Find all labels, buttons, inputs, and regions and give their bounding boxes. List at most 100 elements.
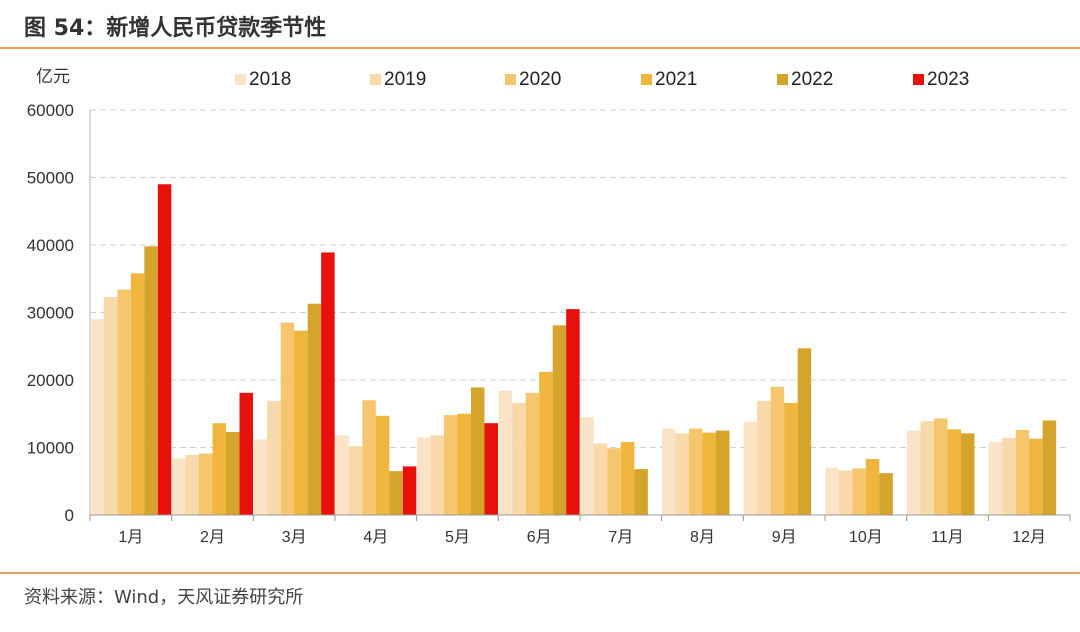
bar-2018-8 xyxy=(662,428,676,515)
bar-2022-11 xyxy=(961,433,975,515)
bar-2020-10 xyxy=(852,468,866,515)
bar-2018-7 xyxy=(580,417,594,515)
x-tick-label: 11月 xyxy=(931,529,964,546)
x-axis: 1月 2月 3月 4月 5月 6月 7月 8月 9月 10月 11月 12月 xyxy=(89,514,1071,546)
bar-2018-2 xyxy=(172,458,186,515)
bar-2018-10 xyxy=(825,467,839,515)
bar-2023-5 xyxy=(484,423,498,515)
bar-2019-11 xyxy=(920,421,934,515)
legend-label-2020: 2020 xyxy=(519,69,561,90)
legend-label-2022: 2022 xyxy=(791,69,833,90)
bar-2021-4 xyxy=(375,415,390,515)
y-tick-label: 40000 xyxy=(27,236,74,255)
legend-swatch-2021 xyxy=(641,74,652,85)
bar-2022-7 xyxy=(634,469,648,515)
x-tick-label: 12月 xyxy=(1012,529,1046,546)
figure-title: 图 54：新增人民币贷款季节性 xyxy=(24,16,327,41)
bar-2020-12 xyxy=(1015,429,1030,515)
bar-2020-3 xyxy=(280,322,295,515)
x-tick-label: 4月 xyxy=(363,529,388,546)
bar-2020-6 xyxy=(525,392,540,515)
bar-2021-6 xyxy=(539,371,553,515)
bar-2019-6 xyxy=(512,402,526,515)
bar-2022-5 xyxy=(471,387,485,515)
bar-2020-9 xyxy=(770,386,785,515)
bar-2021-7 xyxy=(620,442,635,515)
bar-2020-11 xyxy=(934,418,948,515)
x-tick-label: 8月 xyxy=(690,529,715,546)
bar-2019-5 xyxy=(430,435,444,515)
bar-2023-3 xyxy=(321,252,335,516)
bar-2021-10 xyxy=(865,458,880,515)
bar-2020-7 xyxy=(607,448,621,515)
bar-2019-7 xyxy=(593,443,608,515)
legend-label-2018: 2018 xyxy=(249,69,291,90)
bar-2018-6 xyxy=(498,390,513,515)
bar-2021-3 xyxy=(294,330,308,515)
bar-2019-2 xyxy=(185,454,199,515)
bar-2019-3 xyxy=(267,400,281,515)
bar-2021-1 xyxy=(130,273,145,515)
y-tick-label: 0 xyxy=(65,506,74,525)
bar-2023-2 xyxy=(239,392,253,515)
legend-swatch-2022 xyxy=(777,74,788,85)
bar-2023-1 xyxy=(157,184,172,515)
bar-2021-5 xyxy=(457,413,471,515)
source-note: 资料来源：Wind，天风证券研究所 xyxy=(24,587,304,608)
x-tick-label: 5月 xyxy=(445,529,470,546)
bar-2020-1 xyxy=(117,289,131,515)
bar-2022-4 xyxy=(389,471,403,515)
y-unit-label: 亿元 xyxy=(36,67,70,86)
bar-2022-6 xyxy=(552,325,567,515)
bar-2020-2 xyxy=(199,453,213,515)
bar-2021-11 xyxy=(947,429,961,515)
bar-2022-1 xyxy=(144,246,158,515)
x-tick-label: 9月 xyxy=(772,529,797,546)
legend-label-2023: 2023 xyxy=(927,69,969,90)
bar-2020-5 xyxy=(444,415,458,515)
legend-swatch-2023 xyxy=(913,74,924,85)
x-tick-label: 10月 xyxy=(849,529,883,546)
bar-2021-8 xyxy=(702,432,716,515)
bar-2018-1 xyxy=(90,319,104,515)
x-tick-label: 3月 xyxy=(282,529,307,546)
bar-2021-9 xyxy=(784,402,798,515)
legend: 2018 2019 2020 2021 2022 2023 xyxy=(235,69,969,90)
y-tick-label: 10000 xyxy=(27,439,74,458)
y-tick-label: 50000 xyxy=(27,169,74,188)
bar-2023-4 xyxy=(402,466,417,515)
bar-2022-12 xyxy=(1042,420,1057,515)
bar-2022-9 xyxy=(797,348,812,515)
bar-2019-8 xyxy=(675,433,689,515)
bottom-divider xyxy=(0,572,1080,574)
bar-2018-9 xyxy=(743,421,758,515)
bar-2022-2 xyxy=(226,431,240,515)
y-tick-label: 30000 xyxy=(27,304,74,323)
y-tick-label: 60000 xyxy=(27,101,74,120)
bars xyxy=(90,184,1057,516)
bar-2019-4 xyxy=(348,446,363,515)
bar-2022-10 xyxy=(879,473,893,515)
legend-swatch-2020 xyxy=(505,74,516,85)
bar-2018-11 xyxy=(907,430,921,515)
bar-2018-12 xyxy=(988,442,1003,515)
x-tick-label: 1月 xyxy=(118,529,143,546)
bar-2019-9 xyxy=(757,400,771,515)
y-axis-ticks: 0 10000 20000 30000 40000 50000 60000 xyxy=(27,101,91,525)
bar-2022-8 xyxy=(716,430,730,515)
y-tick-label: 20000 xyxy=(27,371,74,390)
bar-2019-1 xyxy=(103,296,118,515)
bar-2023-6 xyxy=(566,309,580,515)
x-tick-label: 7月 xyxy=(608,529,633,546)
x-tick-label: 6月 xyxy=(527,529,552,546)
bar-2018-3 xyxy=(253,439,268,515)
bar-chart: 亿元 2018 2019 2020 2021 2022 2023 0 10000 20000 3… xyxy=(27,67,1071,546)
bar-2022-3 xyxy=(307,303,322,515)
legend-label-2021: 2021 xyxy=(655,69,697,90)
legend-swatch-2019 xyxy=(370,74,381,85)
top-divider xyxy=(0,47,1080,49)
gridlines xyxy=(90,109,1070,448)
legend-swatch-2018 xyxy=(235,74,246,85)
bar-2021-2 xyxy=(212,423,226,515)
x-tick-label: 2月 xyxy=(200,529,225,546)
